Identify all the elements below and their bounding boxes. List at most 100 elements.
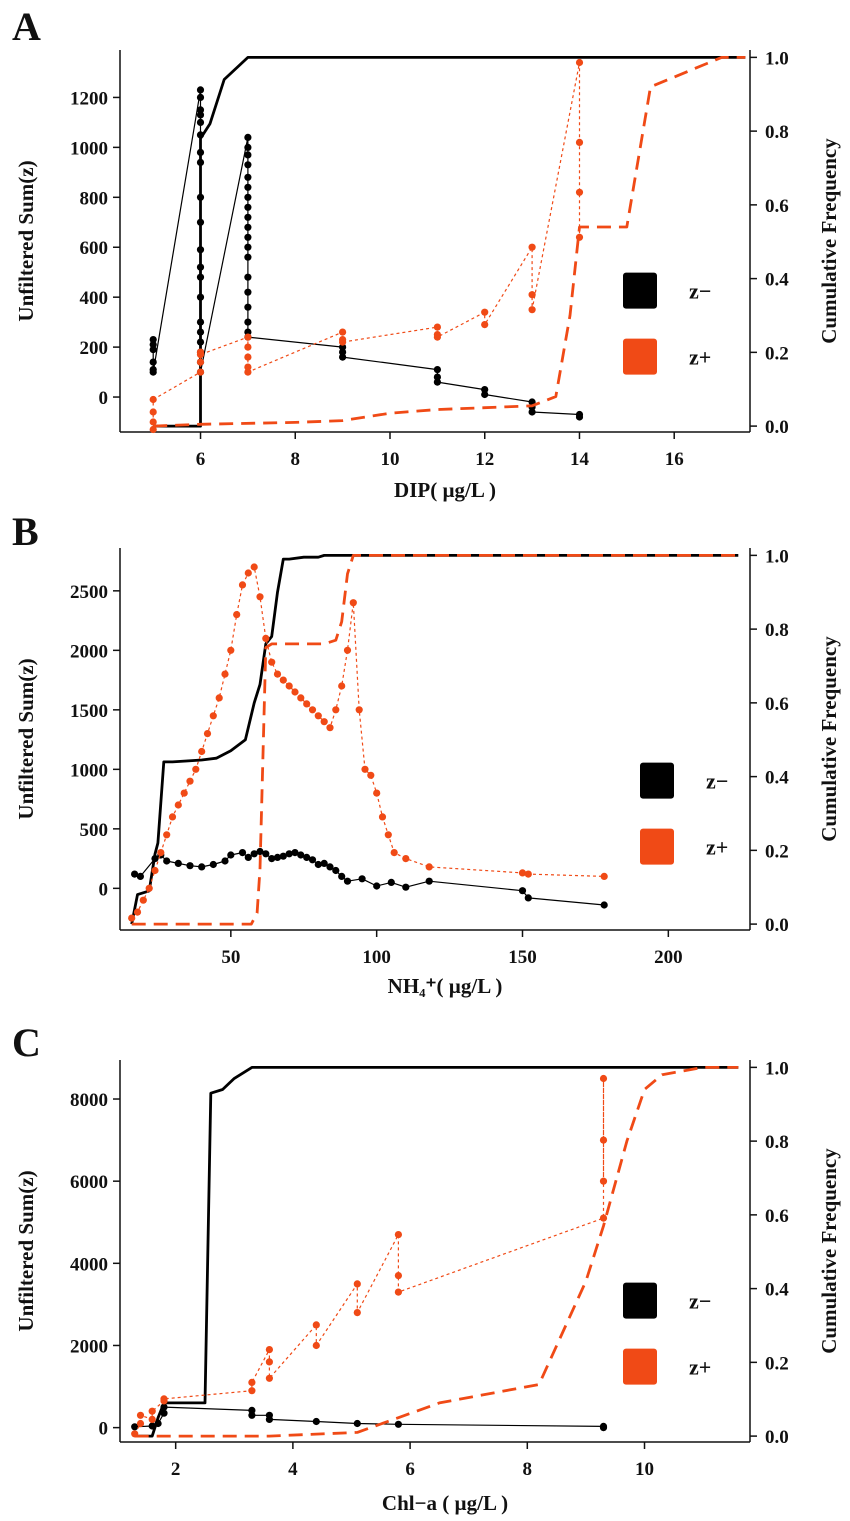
y2-tick-label: 1.0 xyxy=(765,48,789,69)
x-tick-label: 16 xyxy=(665,449,684,470)
data-point xyxy=(599,1214,608,1222)
x-axis-title: Chl−a ( µg/L ) xyxy=(382,1491,508,1515)
data-point xyxy=(308,856,317,864)
y-tick-label: 1200 xyxy=(70,88,108,109)
data-point xyxy=(279,676,287,684)
legend-swatch xyxy=(623,1348,657,1385)
x-tick-label: 10 xyxy=(635,1459,654,1480)
data-point xyxy=(160,1409,168,1417)
legend-label: z− xyxy=(706,769,728,794)
y2-axis-title: Cumulative Frequency xyxy=(817,138,841,344)
y2-tick-label: 0.8 xyxy=(765,620,789,641)
x-tick-label: 6 xyxy=(405,1459,415,1480)
data-point xyxy=(198,747,206,756)
series-z-cumulative xyxy=(131,554,739,926)
data-point xyxy=(312,1341,320,1350)
data-point xyxy=(244,143,252,151)
data-point xyxy=(528,243,536,251)
data-point xyxy=(332,706,340,714)
x-tick-label: 12 xyxy=(475,449,494,470)
data-point xyxy=(244,133,252,141)
data-point xyxy=(575,188,584,196)
y-tick-label: 2500 xyxy=(70,582,108,603)
data-point xyxy=(244,368,252,376)
data-point xyxy=(297,851,305,859)
data-point xyxy=(174,859,182,868)
data-point xyxy=(244,183,252,191)
data-point xyxy=(268,855,276,863)
data-point xyxy=(244,253,252,261)
legend-swatch xyxy=(623,1282,657,1319)
y2-tick-label: 0.4 xyxy=(765,1280,789,1301)
data-point xyxy=(402,883,410,891)
legend-swatch xyxy=(640,762,674,799)
series-z-sum xyxy=(128,563,608,922)
data-point xyxy=(268,658,276,666)
data-point xyxy=(433,373,441,381)
data-point xyxy=(139,896,147,904)
panel-a: A 6 8 10 12 14 16 0 200 400 600 800 1000 1200 0.0 0.2 0.… xyxy=(12,4,841,502)
panel-letter: A xyxy=(12,4,41,49)
data-point xyxy=(244,853,252,862)
data-point xyxy=(373,882,381,890)
data-point xyxy=(528,306,536,314)
data-point xyxy=(378,813,387,821)
data-point xyxy=(149,408,157,416)
data-point xyxy=(361,765,369,773)
data-point xyxy=(244,151,252,159)
data-point xyxy=(248,1387,256,1395)
y-axis-title: Unfiltered Sum(z) xyxy=(14,1170,38,1331)
y-tick-label: 0 xyxy=(99,1419,109,1440)
series-z-cumulative xyxy=(134,1066,739,1438)
data-point xyxy=(349,599,357,607)
data-point xyxy=(149,425,157,434)
data-point xyxy=(599,1136,608,1144)
data-point xyxy=(149,341,157,349)
data-point xyxy=(131,870,139,878)
y2-tick-label: 0.2 xyxy=(765,343,789,364)
data-point xyxy=(136,1419,145,1428)
data-point xyxy=(390,849,398,857)
data-point xyxy=(196,111,205,119)
series-z-sum xyxy=(149,86,584,421)
data-point xyxy=(149,395,157,404)
legend: z− z+ xyxy=(623,1282,711,1385)
data-point xyxy=(394,1288,402,1296)
data-point xyxy=(343,877,352,885)
y-tick-label: 2000 xyxy=(70,641,108,662)
y-tick-label: 500 xyxy=(80,820,109,841)
data-point xyxy=(481,321,489,329)
data-point xyxy=(599,1074,608,1083)
data-point xyxy=(273,670,282,678)
series-line xyxy=(152,89,581,417)
data-point xyxy=(358,875,366,883)
y2-tick-label: 1.0 xyxy=(765,1058,789,1079)
data-point xyxy=(524,870,532,878)
y2-axis-title: Cumulative Frequency xyxy=(817,1148,841,1354)
x-tick-label: 200 xyxy=(654,947,683,968)
data-point xyxy=(151,866,159,875)
legend-label: z+ xyxy=(706,835,728,860)
data-point xyxy=(221,670,229,678)
data-point xyxy=(384,831,392,839)
data-point xyxy=(148,1407,156,1415)
data-point xyxy=(250,850,258,858)
y2-tick-label: 0.4 xyxy=(765,768,789,789)
data-point xyxy=(312,1417,320,1426)
data-point xyxy=(238,581,247,589)
legend: z− z+ xyxy=(640,762,728,865)
data-point xyxy=(291,849,299,857)
y-tick-label: 400 xyxy=(80,288,109,309)
data-point xyxy=(248,1378,256,1386)
series-line xyxy=(134,1066,739,1438)
data-point xyxy=(600,872,608,881)
data-point xyxy=(227,851,235,859)
y2-tick-label: 0.6 xyxy=(765,694,789,715)
data-point xyxy=(425,863,433,871)
panel-b: B50 100 150 200050010001500200025000.00.20.… xyxy=(12,509,841,998)
y2-tick-label: 0.8 xyxy=(765,1132,789,1153)
data-point xyxy=(244,328,252,336)
axes xyxy=(113,50,757,439)
data-point xyxy=(196,118,205,126)
